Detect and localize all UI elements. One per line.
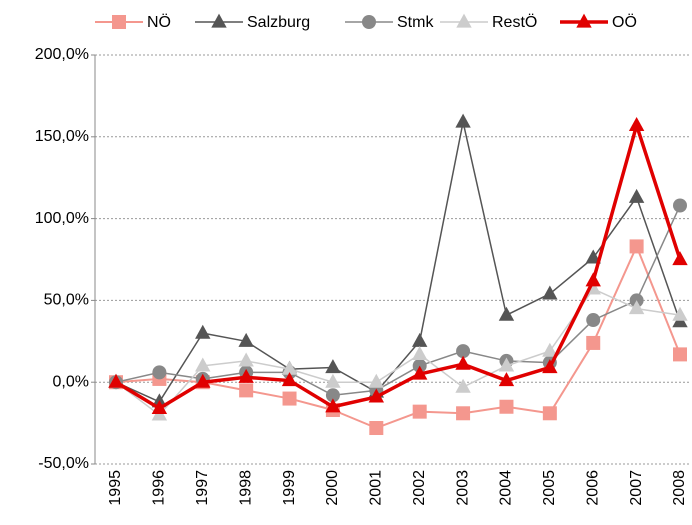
marker — [325, 359, 341, 374]
legend-marker — [362, 15, 376, 29]
marker — [239, 383, 254, 398]
marker — [542, 342, 558, 357]
marker — [412, 404, 427, 419]
marker — [456, 344, 471, 359]
marker — [238, 368, 254, 383]
series-line — [115, 245, 681, 430]
marker — [585, 272, 601, 287]
marker — [672, 306, 688, 321]
y-tick-label: 100,0% — [35, 210, 89, 227]
marker — [586, 335, 601, 350]
marker — [411, 332, 428, 347]
marker — [325, 398, 341, 413]
x-tick-label: 2006 — [584, 470, 601, 506]
marker — [455, 378, 471, 393]
marker — [628, 188, 645, 203]
x-tick-label: 1997 — [194, 470, 211, 506]
marker — [498, 357, 515, 372]
marker — [629, 239, 644, 254]
marker — [282, 391, 297, 406]
x-tick-label: 1996 — [151, 470, 168, 506]
marker — [151, 399, 168, 414]
marker — [411, 345, 428, 360]
x-tick-label: 2007 — [628, 470, 645, 506]
x-tick-label: 2004 — [498, 470, 515, 506]
marker — [628, 116, 645, 131]
marker — [542, 359, 558, 374]
series-line — [115, 121, 681, 403]
marker — [195, 373, 211, 388]
marker — [455, 113, 471, 128]
series-line — [115, 205, 681, 397]
marker — [368, 373, 385, 388]
marker — [672, 251, 688, 266]
marker — [498, 372, 515, 387]
legend-label: Stmk — [397, 14, 434, 31]
legend-marker — [211, 13, 227, 28]
x-tick-label: 1998 — [237, 470, 254, 506]
legend-marker — [112, 15, 126, 29]
y-tick-label: -50,0% — [38, 455, 89, 472]
marker — [108, 373, 124, 388]
legend-label: NÖ — [147, 13, 171, 31]
marker — [368, 388, 385, 403]
marker — [325, 373, 341, 388]
legend-label: Salzburg — [247, 14, 310, 31]
marker — [673, 347, 687, 362]
marker — [369, 421, 384, 436]
series-line — [115, 123, 682, 411]
legend-marker — [456, 13, 472, 28]
marker — [586, 313, 601, 328]
marker — [411, 365, 428, 380]
legend-label: RestÖ — [492, 13, 537, 31]
marker — [195, 357, 211, 372]
x-tick-label: 2000 — [324, 470, 341, 506]
marker — [585, 249, 601, 264]
marker — [281, 372, 298, 387]
x-tick-label: 1999 — [281, 470, 298, 506]
marker — [498, 306, 515, 321]
x-tick-label: 2005 — [541, 470, 558, 506]
legend-label: OÖ — [612, 13, 637, 31]
marker — [456, 406, 471, 421]
marker — [325, 388, 340, 403]
legend-marker — [576, 13, 592, 28]
marker — [281, 360, 298, 375]
marker — [455, 355, 471, 370]
marker — [238, 352, 254, 367]
y-tick-label: 0,0% — [53, 373, 89, 390]
marker — [542, 285, 558, 300]
marker — [238, 332, 254, 347]
marker — [499, 399, 514, 414]
x-tick-label: 2003 — [454, 470, 471, 506]
x-tick-label: 2002 — [411, 470, 428, 506]
x-tick-label: 1995 — [107, 470, 124, 506]
marker — [152, 365, 167, 380]
marker — [673, 198, 687, 213]
marker — [195, 324, 211, 339]
marker — [542, 406, 557, 421]
x-tick-label: 2008 — [671, 470, 688, 506]
y-tick-label: 150,0% — [35, 128, 89, 145]
x-tick-label: 2001 — [368, 470, 385, 506]
marker — [628, 300, 645, 315]
y-tick-label: 200,0% — [35, 46, 89, 63]
series-line — [115, 288, 681, 416]
y-tick-label: 50,0% — [44, 292, 89, 309]
